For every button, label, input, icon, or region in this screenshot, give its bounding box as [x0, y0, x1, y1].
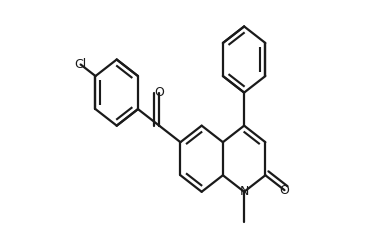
Text: N: N	[239, 185, 249, 198]
Text: O: O	[280, 184, 289, 197]
Text: Cl: Cl	[74, 58, 87, 71]
Text: O: O	[154, 86, 164, 99]
